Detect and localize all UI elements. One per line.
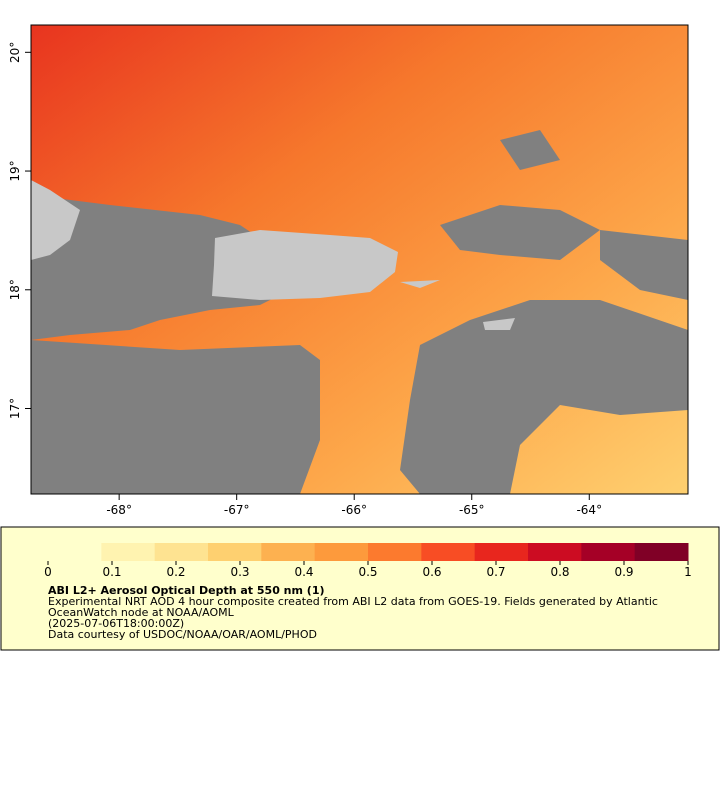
x-tick-label: -67° xyxy=(224,503,250,517)
colorbar-swatch xyxy=(581,543,636,561)
colorbar-swatch xyxy=(421,543,476,561)
colorbar-swatch xyxy=(368,543,422,561)
x-tick-label: -64° xyxy=(576,503,602,517)
legend-line: (2025-07-06T18:00:00Z) xyxy=(48,617,184,630)
legend-title: ABI L2+ Aerosol Optical Depth at 550 nm … xyxy=(48,584,325,597)
y-tick-label: 20° xyxy=(8,42,22,63)
legend-line: Experimental NRT AOD 4 hour composite cr… xyxy=(48,595,658,608)
legend-line: Data courtesy of USDOC/NOAA/OAR/AOML/PHO… xyxy=(48,628,317,641)
map-raster xyxy=(31,25,688,494)
legend-line: OceanWatch node at NOAA/AOML xyxy=(48,606,235,619)
colorbar-tick-label: 0 xyxy=(44,565,52,579)
map-frame xyxy=(30,24,689,495)
y-tick-label: 17° xyxy=(8,398,22,419)
colorbar-tick-label: 0.9 xyxy=(614,565,633,579)
colorbar-swatch xyxy=(208,543,262,561)
colorbar-swatch xyxy=(48,543,102,561)
x-tick-label: -66° xyxy=(341,503,367,517)
colorbar-tick-label: 1 xyxy=(684,565,692,579)
colorbar: 0 0.1 0.2 0.3 0.4 0.5 0.6 0.7 0.8 0.9 1 xyxy=(44,543,692,579)
y-tick-label: 18° xyxy=(8,279,22,300)
colorbar-tick-label: 0.5 xyxy=(358,565,377,579)
x-tick-label: -65° xyxy=(459,503,485,517)
colorbar-swatch xyxy=(101,543,156,561)
colorbar-swatch xyxy=(261,543,316,561)
colorbar-swatch xyxy=(634,543,689,561)
colorbar-tick-label: 0.7 xyxy=(486,565,505,579)
x-tick-label: -68° xyxy=(106,503,132,517)
colorbar-tick-label: 0.4 xyxy=(294,565,313,579)
colorbar-tick-label: 0.3 xyxy=(230,565,249,579)
y-tick-label: 19° xyxy=(8,160,22,181)
colorbar-tick-label: 0.6 xyxy=(422,565,441,579)
colorbar-swatch xyxy=(314,543,369,561)
axes: -68° -67° -66° -65° -64° 17° 18° 19° 20° xyxy=(8,42,602,517)
colorbar-tick-label: 0.1 xyxy=(102,565,121,579)
colorbar-swatch xyxy=(528,543,582,561)
colorbar-tick-label: 0.2 xyxy=(166,565,185,579)
colorbar-swatch xyxy=(474,543,529,561)
colorbar-tick-label: 0.8 xyxy=(550,565,569,579)
colorbar-swatch xyxy=(154,543,209,561)
